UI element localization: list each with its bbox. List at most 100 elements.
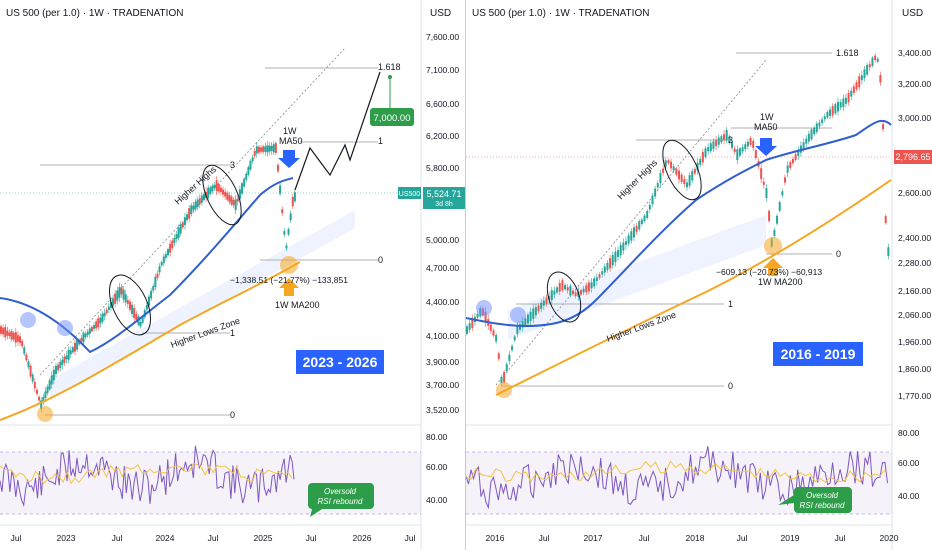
candle: [797, 150, 800, 156]
candle: [141, 317, 144, 323]
candle: [561, 280, 564, 291]
candle: [245, 173, 248, 180]
axis-tick-label: Jul: [112, 533, 123, 543]
candle: [25, 354, 28, 361]
candle: [691, 171, 694, 181]
axis-tick-label: 4,400.00: [426, 297, 459, 307]
projection-path: [294, 71, 381, 191]
candle: [810, 129, 813, 140]
candle: [2, 327, 5, 335]
candle: [526, 314, 529, 324]
candle: [723, 134, 726, 141]
axis-tick-label: 3,400.00: [898, 48, 931, 58]
axis-tick-label: 1,770.00: [898, 391, 931, 401]
candle: [667, 160, 670, 164]
candle: [545, 297, 548, 304]
candle: [243, 178, 246, 187]
candle: [826, 111, 829, 118]
rsi-ma-line: [466, 460, 886, 483]
candle: [74, 342, 76, 352]
rsi-line: [0, 445, 295, 507]
candle: [741, 147, 744, 152]
fib-label: 1: [728, 299, 733, 309]
candle: [503, 372, 506, 383]
candle: [603, 266, 606, 273]
top-ellipse: [202, 164, 242, 226]
current-price-value: 5,524.71: [426, 189, 461, 199]
axis-tick-label: 60.00: [898, 458, 920, 468]
candle: [162, 256, 165, 264]
candle: [194, 201, 197, 210]
candle: [122, 289, 125, 300]
candle: [704, 148, 707, 157]
axis-tick-label: 3,700.00: [426, 380, 459, 390]
candle: [171, 240, 174, 249]
candle: [847, 92, 850, 103]
candle: [746, 141, 749, 147]
candle: [601, 271, 604, 275]
candle: [268, 145, 271, 152]
candle: [619, 244, 622, 256]
axis-tick-label: 3,200.00: [898, 79, 931, 89]
higher-highs-label: Higher Highs: [615, 157, 659, 201]
chart-panel-left: US 500 (per 1.0) · 1W · TRADENATION: [0, 0, 465, 550]
candle: [211, 185, 214, 192]
candle: [152, 286, 155, 291]
candle: [156, 273, 159, 278]
candle: [640, 219, 643, 224]
rsi-callout-text: Oversold RSI rebound: [318, 487, 363, 506]
candle: [821, 119, 824, 123]
candle: [234, 199, 237, 211]
candle: [582, 288, 585, 293]
candle: [167, 249, 170, 256]
higher-highs-line: [495, 59, 767, 386]
candle: [88, 328, 91, 334]
candle: [0, 326, 2, 334]
ma50-touch-marker: [510, 307, 526, 323]
candle: [534, 307, 537, 316]
candle: [63, 356, 66, 363]
candle: [281, 209, 284, 214]
candle: [84, 333, 87, 338]
candle: [213, 184, 216, 189]
candle: [712, 141, 715, 149]
period-badge: [773, 342, 863, 366]
chart-canvas[interactable]: 1.618 3 0 1 0 Higher Highs Higher Lows Z…: [466, 0, 932, 550]
candle: [82, 332, 85, 343]
candle: [858, 76, 861, 88]
axis-tick-label: 5,800.00: [426, 163, 459, 173]
candle: [90, 326, 93, 332]
candle: [789, 162, 792, 168]
axis-tick-label: 2018: [686, 533, 705, 543]
candle: [54, 366, 57, 375]
up-arrow-icon: [279, 278, 299, 296]
candle: [606, 262, 609, 271]
chart-canvas[interactable]: 1.618 1 3 0 1 0 Higher Highs Higher Lows…: [0, 0, 465, 550]
down-arrow-icon: [278, 150, 300, 168]
axis-tick-label: Jul: [306, 533, 317, 543]
candle: [46, 386, 49, 394]
candle: [579, 290, 582, 295]
candle: [532, 308, 535, 319]
candle: [27, 361, 30, 368]
candle: [247, 167, 250, 175]
candle: [738, 148, 741, 156]
axis-tick-label: 6,200.00: [426, 131, 459, 141]
candle: [262, 146, 265, 153]
candle: [80, 338, 83, 342]
candle: [595, 277, 598, 281]
candle: [150, 290, 153, 299]
candle: [675, 168, 678, 175]
candle: [844, 97, 847, 104]
candle: [289, 213, 292, 221]
fib-label: 0: [836, 249, 841, 259]
candle: [879, 75, 882, 83]
candle: [593, 278, 596, 287]
candle: [725, 130, 728, 141]
candle: [495, 335, 498, 342]
ma200-touch-marker: [280, 256, 298, 274]
candle: [831, 106, 834, 116]
candle: [31, 374, 34, 382]
fib-label: 1: [230, 328, 235, 338]
candle: [33, 381, 36, 389]
